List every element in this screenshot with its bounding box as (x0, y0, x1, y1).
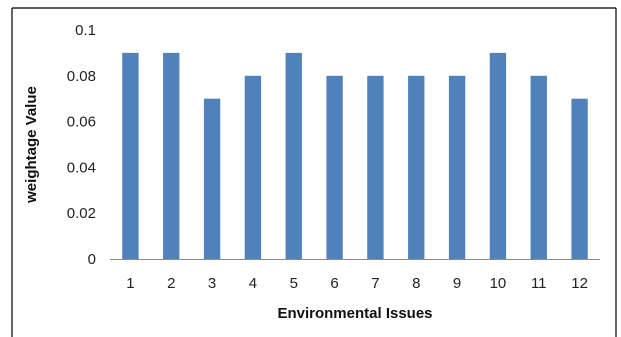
y-tick-label: 0.08 (67, 68, 96, 85)
bar-7 (367, 75, 384, 259)
bar-9 (448, 75, 466, 259)
x-tick-label: 9 (453, 275, 461, 292)
x-tick-label: 4 (249, 275, 257, 292)
x-tick-label: 6 (330, 275, 338, 292)
bar-2 (163, 52, 180, 260)
bar-5 (285, 52, 302, 260)
bar-10 (489, 52, 507, 260)
y-tick-label: 0.1 (75, 22, 96, 39)
bar-12 (571, 98, 588, 259)
y-axis-title: weightage Value (23, 86, 40, 204)
bar-11 (530, 75, 547, 259)
x-tick-label: 2 (167, 275, 175, 292)
bar-4 (244, 75, 262, 259)
x-axis-title: Environmental Issues (277, 305, 432, 322)
bars-group (122, 52, 588, 260)
x-tick-label: 12 (571, 275, 588, 292)
x-tick-label: 3 (208, 275, 216, 292)
bar-6 (326, 75, 343, 259)
x-tick-label: 11 (531, 275, 547, 292)
y-tick-label: 0.02 (67, 205, 96, 222)
bar-8 (408, 75, 425, 259)
x-tick-label: 5 (290, 275, 298, 292)
x-axis-ticks: 1 2 3 4 5 6 7 8 9 10 11 12 (126, 275, 588, 292)
bar-3 (203, 98, 221, 259)
y-axis-ticks: 0 0.02 0.04 0.06 0.08 0.1 (67, 22, 96, 268)
y-tick-label: 0 (88, 251, 96, 268)
y-tick-label: 0.06 (67, 114, 96, 131)
x-tick-label: 1 (126, 275, 134, 292)
x-tick-label: 10 (490, 275, 507, 292)
x-tick-label: 8 (412, 275, 420, 292)
bar-1 (122, 52, 139, 260)
x-tick-label: 7 (371, 275, 379, 292)
y-tick-label: 0.04 (67, 159, 96, 176)
